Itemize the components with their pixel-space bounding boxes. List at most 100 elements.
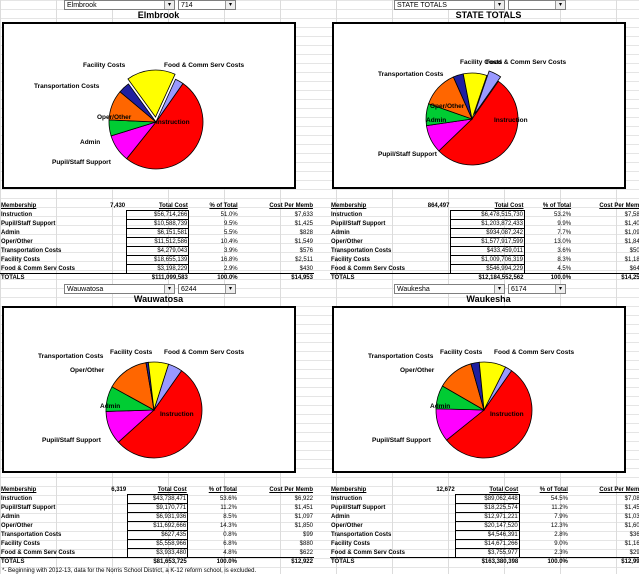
pct-total-cell: 7.7% (557, 230, 572, 236)
cost-per-memb-cell: $1,167 (624, 541, 639, 547)
pie-label-transportation-costs: Transportation Costs (368, 353, 434, 360)
panel-title: Elmbrook (137, 10, 180, 20)
dropdown-arrow-icon[interactable]: ▾ (225, 285, 235, 293)
cost-per-memb-cell: $6,922 (294, 496, 313, 502)
panel-state-totals: STATE TOTALS ▾ ▾ STATE TOTALS Instruction Pup… (330, 0, 639, 287)
category-label: Food & Comm Serv Costs (331, 549, 406, 556)
category-label: Admin (331, 230, 350, 236)
table-row: Transportation Costs $4,546,391 2.8% $362 (330, 530, 639, 540)
cost-per-memb-cell: $7,084 (624, 496, 639, 502)
membership-header: Membership (1, 487, 37, 494)
pct-total-cell: 5.5% (223, 230, 238, 236)
pct-total-cell: 7.9% (554, 514, 568, 520)
pct-total-cell: 2.9% (223, 265, 238, 272)
district-name-value: Waukesha (397, 286, 430, 293)
cost-table: Membership 864,497 Total Cost % of Total Cos… (330, 202, 639, 282)
total-cost-cell: $89,062,448 (455, 494, 520, 504)
pie-label-pupil-staff-support: Pupil/Staff Support (52, 159, 112, 166)
category-label: Transportation Costs (1, 248, 62, 254)
district-name-value: Elmbrook (67, 2, 97, 9)
table-row: Facility Costs $5,558,966 6.8% $880 (0, 539, 314, 549)
dropdown-arrow-icon[interactable]: ▾ (555, 285, 565, 293)
category-label: Admin (1, 514, 20, 520)
pie-label-admin: Admin (100, 403, 120, 410)
pct-total-cell: 9.5% (223, 221, 238, 227)
pie-label-instruction: Instruction (490, 411, 524, 418)
total-cost-total: $163,380,398 (455, 557, 520, 566)
table-row: Pupil/Staff Support $9,170,771 11.2% $1,451 (0, 503, 314, 513)
dropdown-arrow-icon[interactable]: ▾ (225, 1, 235, 9)
table-row: Transportation Costs $433,459,011 3.6% $507 (330, 246, 639, 256)
table-header-row: Membership 12,672 Total Cost % of Total Cost… (330, 486, 639, 495)
dropdown-arrow-icon[interactable]: ▾ (164, 1, 174, 9)
total-cost-cell: $18,655,139 (125, 255, 190, 265)
pct-total-total: 100.0% (524, 273, 573, 282)
district-name-select[interactable]: STATE TOTALS ▾ (394, 0, 505, 10)
pie-label-transportation-costs: Transportation Costs (38, 353, 104, 360)
cost-per-memb-cell: $1,451 (294, 505, 313, 511)
district-code-select[interactable]: 714 ▾ (178, 0, 236, 10)
selector-row: Waukesha ▾ 6174 ▾ (394, 284, 566, 296)
membership-value: 6,319 (111, 487, 127, 494)
total-cost-cell: $546,994,229 (449, 264, 525, 274)
pie-label-admin: Admin (430, 403, 450, 410)
totals-row: TOTALS $111,099,583 100.0% $14,953 (0, 273, 314, 282)
pie-chart: Instruction Pupil/Staff Support Admin Oper/… (332, 22, 626, 189)
table-row: Instruction $6,478,515,730 53.2% $7,582 (330, 210, 639, 220)
pie-label-facility-costs: Facility Costs (440, 349, 483, 356)
dropdown-arrow-icon[interactable]: ▾ (494, 1, 504, 9)
pct-total-cell: 3.9% (223, 248, 238, 254)
district-name-select[interactable]: Elmbrook ▾ (64, 0, 175, 10)
pie-slice-facility-costs (462, 72, 488, 121)
pie-slice-instruction (117, 370, 203, 459)
dropdown-arrow-icon[interactable]: ▾ (494, 285, 504, 293)
footnote: *- Beginning with 2012-13, data for the … (2, 568, 257, 574)
district-code-select[interactable]: 6244 ▾ (178, 284, 236, 294)
pct-total-cell: 51.0% (220, 212, 238, 218)
selector-row: Wauwatosa ▾ 6244 ▾ (64, 284, 236, 296)
cost-per-memb-cell: $7,582 (624, 212, 639, 218)
pct-total-cell: 6.8% (223, 541, 237, 547)
pie-chart-svg: Instruction Pupil/Staff Support Admin Oper/… (34, 62, 245, 170)
table-row: Transportation Costs $627,435 0.8% $99 (0, 530, 314, 540)
pie-label-oper-other: Oper/Other (430, 103, 465, 110)
total-cost-total: $12,184,552,562 (450, 273, 525, 282)
table-row: Food & Comm Serv Costs $3,933,480 4.8% $622 (0, 548, 314, 558)
district-name-value: Wauwatosa (67, 286, 104, 293)
district-name-select[interactable]: Waukesha ▾ (394, 284, 505, 294)
membership-value: 864,497 (427, 203, 450, 210)
category-label: Pupil/Staff Support (331, 221, 386, 227)
pie-label-instruction: Instruction (156, 119, 190, 126)
pie-label-facility-costs: Facility Costs (110, 349, 153, 356)
dropdown-arrow-icon[interactable]: ▾ (164, 285, 174, 293)
cost-per-memb-cell: $1,425 (294, 221, 313, 227)
total-cost-header: Total Cost (489, 487, 519, 493)
pie-slice-transportation-costs (119, 83, 157, 123)
total-cost-cell: $18,225,574 (455, 503, 520, 513)
panel-title: Wauwatosa (133, 294, 184, 304)
cost-per-memb-cell: $1,549 (294, 239, 313, 245)
table-row: Admin $12,971,221 7.9% $1,032 (330, 512, 639, 522)
category-label: Oper/Other (1, 239, 33, 245)
membership-value: 7,430 (110, 203, 126, 210)
cost-per-memb-header: Cost Per Memb (269, 487, 313, 494)
district-name-select[interactable]: Wauwatosa ▾ (64, 284, 175, 294)
category-label: Food & Comm Serv Costs (1, 265, 76, 272)
dropdown-arrow-icon[interactable]: ▾ (555, 1, 565, 9)
total-cost-cell: $56,714,266 (125, 210, 190, 220)
table-row: Food & Comm Serv Costs $3,198,229 2.9% $430 (0, 264, 314, 274)
table-row: Food & Comm Serv Costs $546,994,229 4.5% $6… (330, 264, 639, 274)
panel-wauwatosa: Wauwatosa ▾ 6244 ▾ Wauwatosa Instruction Pupil… (0, 284, 317, 571)
pct-total-cell: 53.6% (219, 496, 237, 502)
pct-total-cell: 54.5% (550, 496, 568, 502)
total-cost-cell: $1,009,706,319 (449, 255, 525, 265)
table-row: Food & Comm Serv Costs $3,755,977 2.3% $299 (330, 548, 639, 558)
pct-total-total: 100.0% (519, 557, 569, 566)
district-code-select[interactable]: ▾ (508, 0, 566, 10)
category-label: Food & Comm Serv Costs (331, 265, 406, 272)
pct-total-cell: 53.2% (554, 212, 572, 218)
cost-table: Membership 12,672 Total Cost % of Total Cost… (330, 486, 639, 566)
district-code-select[interactable]: 6174 ▾ (508, 284, 566, 294)
category-label: Instruction (1, 212, 32, 218)
